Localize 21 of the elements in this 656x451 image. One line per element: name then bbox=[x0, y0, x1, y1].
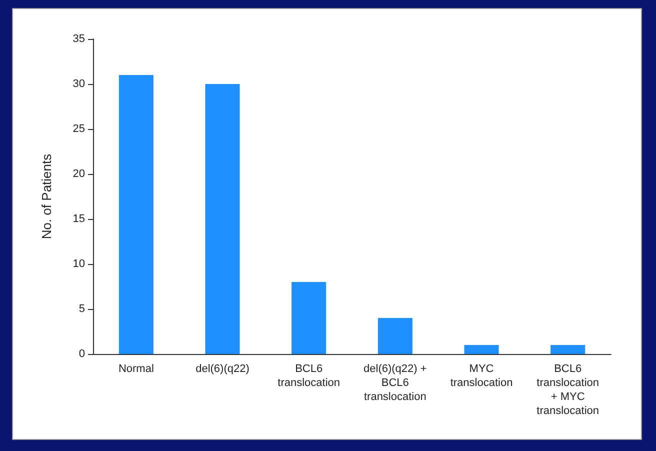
y-tick-label: 20 bbox=[72, 168, 85, 180]
bar bbox=[292, 282, 326, 354]
y-tick-label: 5 bbox=[78, 303, 85, 315]
y-tick-label: 10 bbox=[72, 258, 85, 270]
y-tick-label: 30 bbox=[72, 78, 85, 90]
y-axis-title: No. of Patients bbox=[39, 153, 54, 240]
y-tick-label: 15 bbox=[72, 213, 85, 225]
bar bbox=[464, 345, 499, 354]
x-tick-label: Normal bbox=[118, 363, 154, 375]
x-tick-label: BCL6 translocation + MYC translocation bbox=[536, 363, 600, 417]
x-tick-label: del(6)(q22) bbox=[196, 363, 250, 375]
y-tick-label: 0 bbox=[78, 348, 85, 360]
x-tick-label: MYC translocation bbox=[450, 363, 513, 389]
x-tick-label: del(6)(q22) + BCL6 translocation bbox=[364, 363, 427, 403]
y-tick-label: 35 bbox=[72, 33, 85, 45]
bar bbox=[378, 318, 412, 354]
bar bbox=[118, 75, 154, 354]
bar bbox=[205, 84, 240, 354]
bar bbox=[550, 345, 586, 354]
y-tick-label: 25 bbox=[72, 123, 85, 135]
x-tick-label: BCL6 translocation bbox=[278, 363, 340, 389]
